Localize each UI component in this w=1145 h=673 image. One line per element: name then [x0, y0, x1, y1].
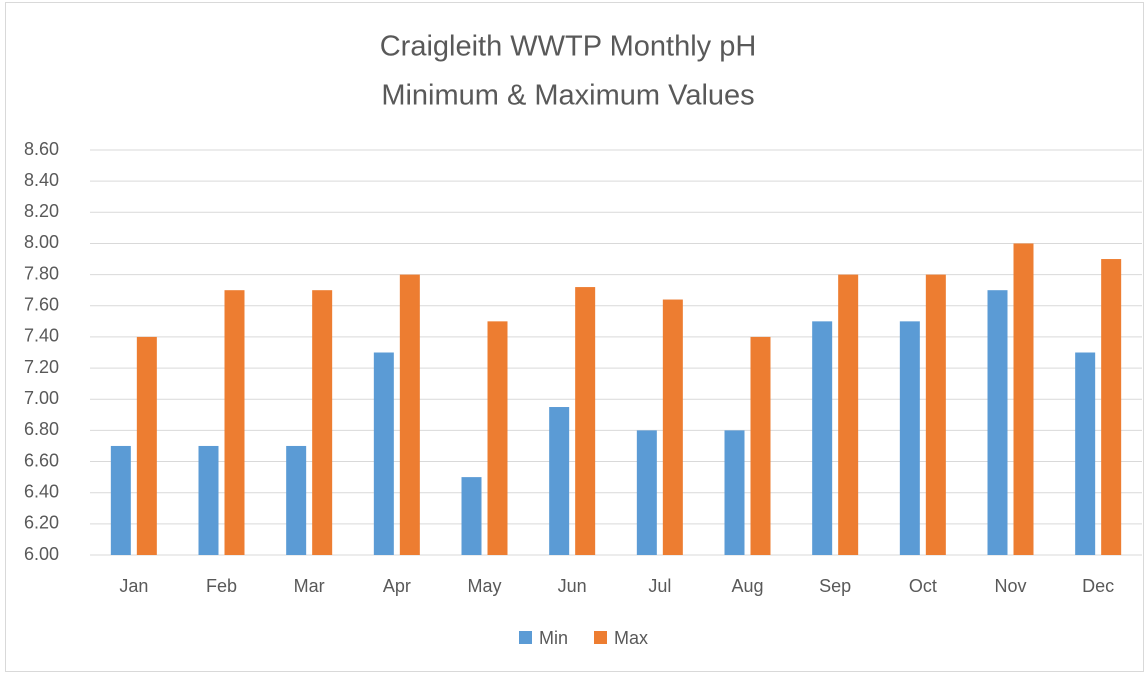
x-tick-label: Nov — [994, 576, 1026, 596]
bar — [136, 336, 157, 555]
x-tick-label: Aug — [731, 576, 763, 596]
bar — [399, 274, 420, 555]
x-tick-label: May — [467, 576, 501, 596]
bar — [224, 290, 245, 555]
bar — [925, 274, 946, 555]
x-tick-label: Sep — [819, 576, 851, 596]
bar — [987, 290, 1008, 555]
y-tick-label: 7.00 — [24, 388, 59, 408]
legend-swatch — [519, 631, 532, 644]
y-tick-label: 6.40 — [24, 481, 59, 501]
chart-subtitle: Minimum & Maximum Values — [381, 80, 754, 112]
y-tick-label: 6.80 — [24, 419, 59, 439]
bar — [838, 274, 859, 555]
bar — [461, 477, 482, 555]
y-tick-label: 6.60 — [24, 450, 59, 470]
bar — [575, 287, 596, 555]
y-tick-label: 7.60 — [24, 295, 59, 315]
bar — [198, 445, 219, 555]
chart-title: Craigleith WWTP Monthly pH — [380, 31, 757, 63]
bar — [373, 352, 394, 555]
y-tick-label: 8.40 — [24, 170, 59, 190]
x-tick-label: Dec — [1082, 576, 1114, 596]
bar — [1075, 352, 1096, 555]
x-tick-label: Jun — [558, 576, 587, 596]
bar — [286, 445, 307, 555]
y-tick-label: 7.80 — [24, 263, 59, 283]
y-tick-label: 6.20 — [24, 513, 59, 533]
y-tick-label: 8.20 — [24, 201, 59, 221]
x-tick-label: Apr — [383, 576, 411, 596]
bar — [1101, 259, 1122, 555]
x-tick-label: Oct — [909, 576, 937, 596]
y-tick-label: 8.00 — [24, 232, 59, 252]
y-tick-label: 8.60 — [24, 139, 59, 159]
legend-label: Min — [539, 628, 568, 648]
x-tick-label: Jan — [119, 576, 148, 596]
bar — [312, 290, 333, 555]
bar — [110, 445, 131, 555]
bar — [487, 321, 508, 555]
bar — [1013, 243, 1034, 555]
x-tick-label: Jul — [648, 576, 671, 596]
bar — [724, 430, 745, 555]
x-tick-label: Mar — [294, 576, 325, 596]
y-tick-label: 6.00 — [24, 544, 59, 564]
bar — [636, 430, 657, 555]
legend-swatch — [594, 631, 607, 644]
bar — [549, 407, 570, 555]
bar — [662, 299, 683, 555]
bar — [899, 321, 920, 555]
bar — [812, 321, 833, 555]
bar — [750, 336, 771, 555]
y-tick-label: 7.20 — [24, 357, 59, 377]
legend-label: Max — [614, 628, 648, 648]
x-tick-label: Feb — [206, 576, 237, 596]
y-tick-label: 7.40 — [24, 326, 59, 346]
